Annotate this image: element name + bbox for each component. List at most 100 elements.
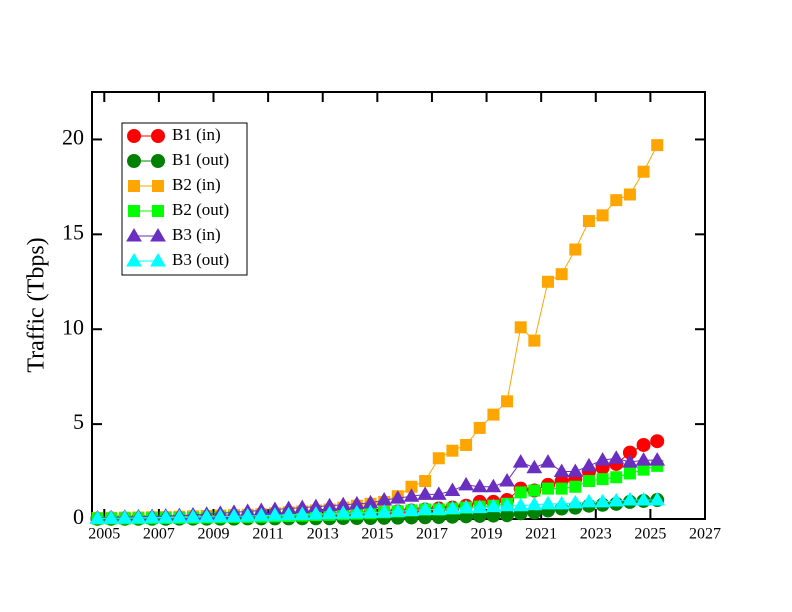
marker: [335, 505, 352, 519]
marker: [151, 129, 165, 143]
marker: [212, 508, 229, 523]
x-tick-label: 2017: [416, 526, 448, 543]
marker: [623, 467, 636, 480]
marker: [417, 486, 433, 500]
legend-label: B3 (out): [172, 250, 229, 269]
marker: [430, 501, 447, 516]
y-tick-label: 15: [62, 219, 84, 244]
marker: [432, 452, 445, 465]
marker: [446, 444, 459, 457]
marker: [127, 129, 141, 143]
marker: [151, 154, 165, 168]
marker: [541, 275, 554, 288]
x-tick-label: 2023: [580, 526, 612, 543]
x-tick-label: 2025: [634, 526, 666, 543]
marker: [636, 437, 651, 452]
marker: [553, 495, 570, 510]
marker: [528, 334, 541, 347]
legend-label: B2 (in): [172, 175, 221, 194]
marker: [501, 395, 514, 408]
marker: [376, 504, 393, 518]
marker: [485, 478, 502, 493]
marker: [540, 454, 556, 468]
marker: [458, 476, 474, 491]
marker: [610, 194, 623, 207]
marker: [649, 492, 666, 506]
marker: [348, 504, 365, 519]
marker: [116, 510, 133, 524]
marker: [555, 268, 568, 281]
marker: [103, 510, 119, 524]
marker: [541, 482, 554, 495]
marker: [650, 434, 665, 449]
marker: [389, 490, 406, 504]
marker: [403, 488, 420, 502]
marker: [152, 205, 164, 217]
y-tick-label: 20: [62, 124, 84, 149]
marker: [362, 504, 379, 519]
marker: [594, 452, 611, 466]
marker: [596, 209, 609, 222]
legend-box: [121, 122, 248, 276]
marker: [596, 473, 609, 486]
marker: [126, 228, 142, 242]
marker: [649, 452, 666, 466]
marker: [512, 497, 529, 512]
y-tick-label: 5: [73, 409, 84, 434]
marker: [555, 482, 568, 495]
marker: [419, 475, 432, 488]
marker: [185, 509, 201, 523]
marker: [308, 506, 324, 520]
y-axis-label: Traffic (Tbps): [24, 237, 50, 372]
marker: [485, 498, 502, 513]
x-tick-label: 2007: [143, 526, 175, 543]
marker: [150, 253, 166, 267]
marker: [582, 475, 595, 488]
marker: [458, 499, 474, 514]
marker: [622, 454, 638, 468]
marker: [487, 408, 500, 421]
x-tick-label: 2009: [198, 526, 230, 543]
series: [89, 492, 666, 524]
marker: [473, 421, 486, 434]
marker: [514, 321, 527, 334]
marker: [171, 509, 188, 523]
marker: [460, 438, 473, 451]
x-tick-label: 2021: [525, 526, 557, 543]
marker: [594, 493, 611, 508]
x-tick-label: 2027: [689, 526, 721, 543]
marker: [608, 492, 625, 507]
marker: [444, 500, 461, 515]
marker: [569, 243, 582, 256]
marker: [637, 463, 650, 476]
marker: [127, 154, 141, 168]
marker: [540, 495, 556, 510]
marker: [253, 507, 270, 522]
marker: [128, 180, 140, 192]
marker: [512, 454, 529, 468]
marker: [471, 478, 488, 493]
marker: [267, 507, 283, 521]
marker: [499, 497, 515, 512]
y-tick-label: 0: [73, 504, 84, 529]
x-tick-label: 2011: [252, 526, 283, 543]
marker: [403, 502, 420, 516]
marker: [150, 228, 166, 242]
marker: [444, 482, 461, 497]
marker: [581, 457, 597, 472]
legend-label: B1 (out): [172, 150, 229, 169]
marker: [499, 473, 515, 487]
marker: [637, 165, 650, 178]
marker: [471, 499, 488, 514]
x-tick-label: 2005: [88, 526, 120, 543]
marker: [526, 459, 543, 474]
y-tick-label: 10: [62, 314, 84, 339]
marker: [89, 510, 106, 524]
marker: [130, 509, 147, 524]
marker: [528, 484, 541, 497]
marker: [128, 205, 140, 217]
marker: [280, 506, 297, 521]
marker: [198, 508, 215, 523]
marker: [635, 452, 652, 466]
